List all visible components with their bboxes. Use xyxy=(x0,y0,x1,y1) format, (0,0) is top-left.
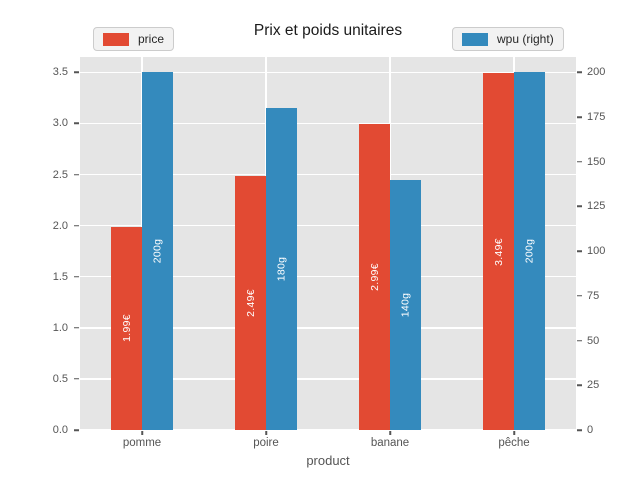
left-tick-mark xyxy=(74,275,79,278)
x-tick-mark xyxy=(513,431,515,435)
left-tick-label: 1.5 xyxy=(52,270,68,283)
bar-price-pêche: 3.49€ xyxy=(483,73,514,430)
right-tick-label: 100 xyxy=(587,245,606,258)
x-axis-label: product xyxy=(306,453,350,468)
legend-wpu: wpu (right) xyxy=(452,27,564,51)
x-tick-mark xyxy=(141,431,143,435)
h-gridline xyxy=(80,224,576,227)
right-tick-label: 200 xyxy=(587,66,606,79)
bar-value-label: 1.99€ xyxy=(120,314,133,343)
h-gridline xyxy=(80,122,576,125)
bar-wpu-right--poire: 180g xyxy=(266,108,297,430)
right-tick-mark xyxy=(577,339,582,342)
left-tick-label: 2.0 xyxy=(52,219,68,232)
x-tick-label-poire: poire xyxy=(253,437,279,449)
x-axis: pomme poire banane pêche xyxy=(80,430,576,456)
bar-wpu-right--banane: 140g xyxy=(390,179,421,430)
bar-value-label: 200g xyxy=(523,238,536,264)
h-gridline xyxy=(80,71,576,74)
bar-value-label: 140g xyxy=(399,292,412,318)
bar-value-label: 2.99€ xyxy=(368,263,381,292)
h-gridline xyxy=(80,275,576,278)
legend-label-wpu: wpu (right) xyxy=(497,32,554,46)
left-tick-mark xyxy=(74,224,79,227)
right-tick-label: 125 xyxy=(587,200,606,213)
bar-wpu-right--pomme: 200g xyxy=(142,72,173,430)
left-tick-label: 2.5 xyxy=(52,168,68,181)
right-tick-label: 75 xyxy=(587,289,600,302)
chart-title: Prix et poids unitaires xyxy=(253,22,403,39)
h-gridline xyxy=(80,173,576,176)
right-tick-mark xyxy=(577,429,582,431)
left-tick-mark xyxy=(74,173,79,176)
left-tick-label: 1.0 xyxy=(52,321,68,334)
x-tick-label-pomme: pomme xyxy=(122,437,162,449)
right-tick-label: 25 xyxy=(587,379,600,392)
h-gridline xyxy=(80,378,576,380)
bar-wpu-right--pêche: 200g xyxy=(514,72,545,430)
legend-swatch-wpu xyxy=(462,32,488,46)
x-tick-mark xyxy=(389,431,391,435)
x-tick-mark xyxy=(265,431,267,435)
legend-label-price: price xyxy=(138,32,165,46)
left-tick-mark xyxy=(74,122,79,125)
left-tick-label: 0.5 xyxy=(52,372,68,385)
plot-area: 1.99€ 200g 2.49€ 180g 2.99€ 140g 3.49€ 200g xyxy=(80,57,576,431)
bar-price-poire: 2.49€ xyxy=(235,175,266,430)
left-tick-mark xyxy=(74,429,79,431)
right-tick-mark xyxy=(577,205,582,208)
right-tick-mark xyxy=(577,161,582,163)
left-tick-mark xyxy=(74,378,79,380)
right-tick-label: 175 xyxy=(587,111,606,124)
right-tick-mark xyxy=(577,250,582,252)
bar-value-label: 180g xyxy=(275,256,288,282)
right-tick-label: 0 xyxy=(587,424,594,436)
bar-value-label: 2.49€ xyxy=(244,288,257,317)
legend-swatch-price xyxy=(103,32,129,46)
right-tick-mark xyxy=(577,116,582,118)
bar-value-label: 200g xyxy=(151,238,164,264)
left-axis: 0.0 0.5 1.0 1.5 2.0 2.5 3.0 3.5 xyxy=(0,57,80,436)
x-tick-label-banane: banane xyxy=(370,437,410,449)
right-tick-mark xyxy=(577,295,582,297)
right-tick-label: 150 xyxy=(587,155,606,168)
left-tick-label: 3.5 xyxy=(52,66,68,79)
left-tick-label: 3.0 xyxy=(52,117,68,130)
left-tick-mark xyxy=(74,71,79,74)
right-tick-label: 50 xyxy=(587,334,600,347)
bar-price-pomme: 1.99€ xyxy=(111,226,142,430)
h-gridline xyxy=(80,327,576,329)
right-tick-mark xyxy=(577,71,582,74)
bar-value-label: 3.49€ xyxy=(492,237,505,266)
right-axis: 0 25 50 75 100 125 150 175 200 xyxy=(576,57,640,436)
h-gridline xyxy=(80,429,576,431)
left-tick-label: 0.0 xyxy=(52,424,68,436)
legend-price: price xyxy=(93,27,175,51)
right-tick-mark xyxy=(577,384,582,387)
x-tick-label-pêche: pêche xyxy=(498,437,530,449)
bar-price-banane: 2.99€ xyxy=(359,124,390,430)
left-tick-mark xyxy=(74,327,79,329)
